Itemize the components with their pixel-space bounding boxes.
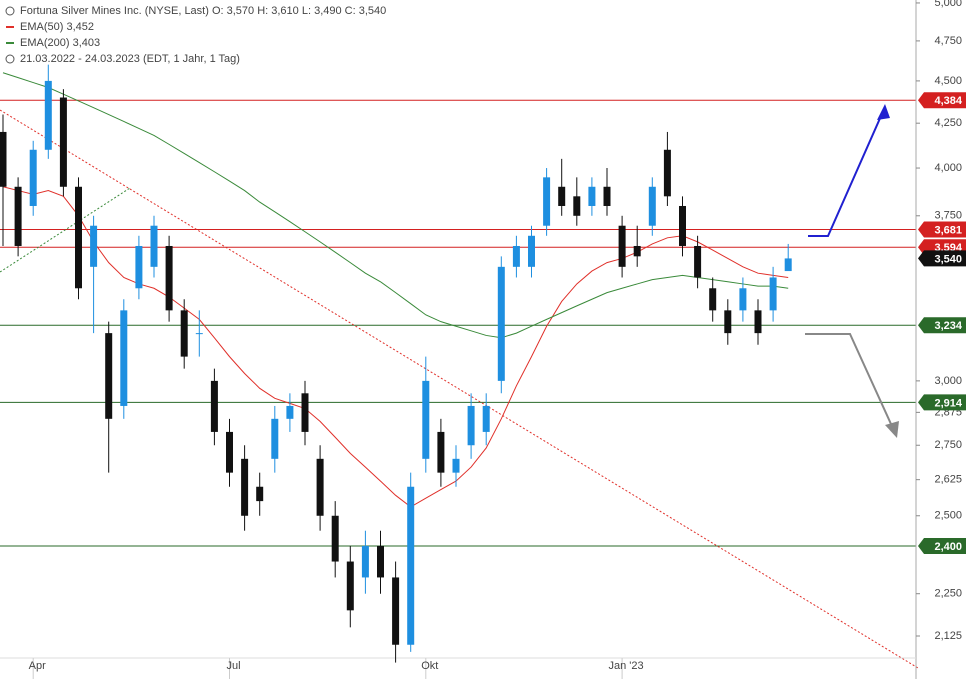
candle-body: [150, 225, 158, 267]
candle-body: [573, 196, 581, 216]
level-label: 2,400: [934, 541, 962, 553]
candle-body: [724, 310, 732, 334]
arrow-up: [808, 106, 886, 237]
candle-body: [679, 205, 686, 246]
decorations: [0, 104, 919, 669]
candle-body: [377, 545, 384, 578]
y-tick-label: 2,750: [934, 439, 962, 451]
candle-body: [512, 245, 520, 267]
candle-body: [392, 577, 400, 645]
candle-body: [256, 486, 264, 502]
y-tick-label: 4,250: [934, 117, 962, 129]
candle-body: [195, 333, 203, 335]
arrow-head: [885, 421, 899, 438]
y-tick-label: 5,000: [934, 0, 962, 9]
candle-body: [648, 186, 656, 226]
candle-body: [210, 380, 218, 432]
candle-body: [14, 186, 22, 246]
candle-body: [105, 333, 113, 419]
y-tick-label: 2,250: [934, 588, 962, 600]
legend-text: Fortuna Silver Mines Inc. (NYSE, Last) O…: [20, 5, 386, 17]
ema-line: [2, 72, 789, 339]
level-label: 3,540: [934, 253, 962, 265]
candle-body: [361, 545, 369, 578]
x-tick-label: Okt: [421, 660, 438, 672]
trend-line: [0, 109, 919, 669]
level-label: 3,234: [934, 320, 962, 332]
candle-body: [603, 186, 611, 206]
candle-body: [709, 288, 717, 311]
legend-icon: [5, 6, 15, 16]
legend-text: 21.03.2022 - 24.03.2023 (EDT, 1 Jahr, 1 …: [20, 53, 240, 65]
candle-body: [0, 131, 7, 187]
candle-body: [331, 515, 339, 562]
level-tag: [918, 221, 966, 238]
candle-body: [618, 225, 626, 267]
candle-body: [226, 431, 233, 473]
candle-body: [588, 186, 596, 206]
candle-body: [467, 405, 475, 446]
level-tag: [918, 92, 966, 109]
candle-body: [346, 561, 354, 611]
y-tick-label: 2,500: [934, 510, 962, 522]
candle-body: [663, 149, 671, 197]
candle-body: [769, 277, 777, 311]
candle-body: [633, 245, 641, 257]
candle-body: [422, 380, 430, 459]
candle-body: [543, 177, 551, 226]
candle-body: [90, 225, 98, 267]
level-label: 3,681: [934, 224, 962, 236]
candle-body: [316, 458, 324, 516]
candle-body: [286, 405, 294, 419]
candle-body: [437, 431, 445, 473]
candle-body: [301, 393, 309, 432]
candle-body: [694, 245, 702, 278]
candle-body: [120, 310, 128, 406]
candle-body: [59, 97, 67, 187]
candle-body: [29, 149, 37, 206]
level-label: 4,384: [934, 95, 962, 107]
candle-body: [271, 418, 279, 459]
y-tick-label: 4,750: [934, 35, 962, 47]
legend-text: EMA(200) 3,403: [20, 37, 100, 49]
arrow-down: [805, 333, 897, 436]
level-tag: [918, 250, 966, 267]
trend-line: [0, 187, 131, 273]
candle-body: [528, 235, 535, 267]
level-tag: [918, 537, 966, 554]
candle-body: [497, 266, 505, 381]
arrow-head: [877, 104, 890, 120]
y-tick-label: 2,125: [934, 630, 962, 642]
candle-body: [784, 258, 792, 272]
candle-body: [739, 288, 747, 311]
candle-body: [407, 486, 415, 645]
x-tick-label: Jul: [226, 660, 240, 672]
level-tag: [918, 394, 966, 411]
y-tick-label: 4,500: [934, 75, 962, 87]
candle-body: [482, 405, 490, 432]
candle-body: [754, 310, 762, 334]
y-tick-label: 3,000: [934, 375, 962, 387]
candle-body: [180, 310, 188, 357]
level-label: 2,914: [934, 397, 962, 409]
level-tag: [918, 317, 966, 334]
y-tick-label: 4,000: [934, 162, 962, 174]
candle-body: [75, 186, 82, 289]
legend-text: EMA(50) 3,452: [20, 21, 94, 33]
candle-body: [44, 80, 52, 150]
candle-body: [135, 245, 143, 289]
candle-body: [241, 458, 249, 516]
candle-body: [165, 245, 173, 311]
y-tick-label: 3,750: [934, 210, 962, 222]
legend-icon: [5, 54, 15, 64]
y-tick-label: 2,625: [934, 474, 962, 486]
candle-body: [452, 458, 460, 473]
ema-line: [2, 186, 789, 508]
back-layer: [0, 72, 916, 547]
candle-body: [558, 186, 566, 206]
x-tick-label: Jan '23: [609, 660, 644, 672]
x-tick-label: Apr: [29, 660, 46, 672]
